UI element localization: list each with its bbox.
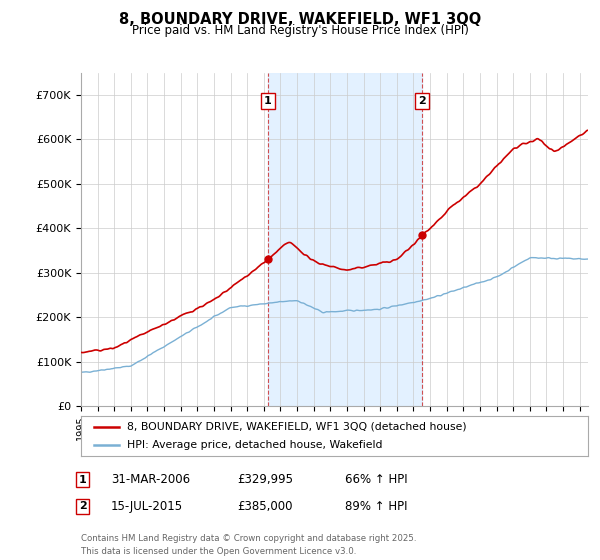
Text: Contains HM Land Registry data © Crown copyright and database right 2025.
This d: Contains HM Land Registry data © Crown c… xyxy=(81,534,416,556)
Text: 31-MAR-2006: 31-MAR-2006 xyxy=(111,473,190,487)
Text: 89% ↑ HPI: 89% ↑ HPI xyxy=(345,500,407,513)
Bar xyxy=(268,73,422,406)
Text: 66% ↑ HPI: 66% ↑ HPI xyxy=(345,473,407,487)
Text: Price paid vs. HM Land Registry's House Price Index (HPI): Price paid vs. HM Land Registry's House … xyxy=(131,24,469,36)
Text: 2: 2 xyxy=(419,96,427,106)
Text: 1: 1 xyxy=(264,96,272,106)
Text: £385,000: £385,000 xyxy=(237,500,293,513)
Text: 15-JUL-2015: 15-JUL-2015 xyxy=(111,500,183,513)
Text: 2: 2 xyxy=(79,501,86,511)
Text: HPI: Average price, detached house, Wakefield: HPI: Average price, detached house, Wake… xyxy=(127,440,382,450)
Text: 8, BOUNDARY DRIVE, WAKEFIELD, WF1 3QQ: 8, BOUNDARY DRIVE, WAKEFIELD, WF1 3QQ xyxy=(119,12,481,27)
Text: 1: 1 xyxy=(79,475,86,485)
Text: £329,995: £329,995 xyxy=(237,473,293,487)
Text: 8, BOUNDARY DRIVE, WAKEFIELD, WF1 3QQ (detached house): 8, BOUNDARY DRIVE, WAKEFIELD, WF1 3QQ (d… xyxy=(127,422,466,432)
